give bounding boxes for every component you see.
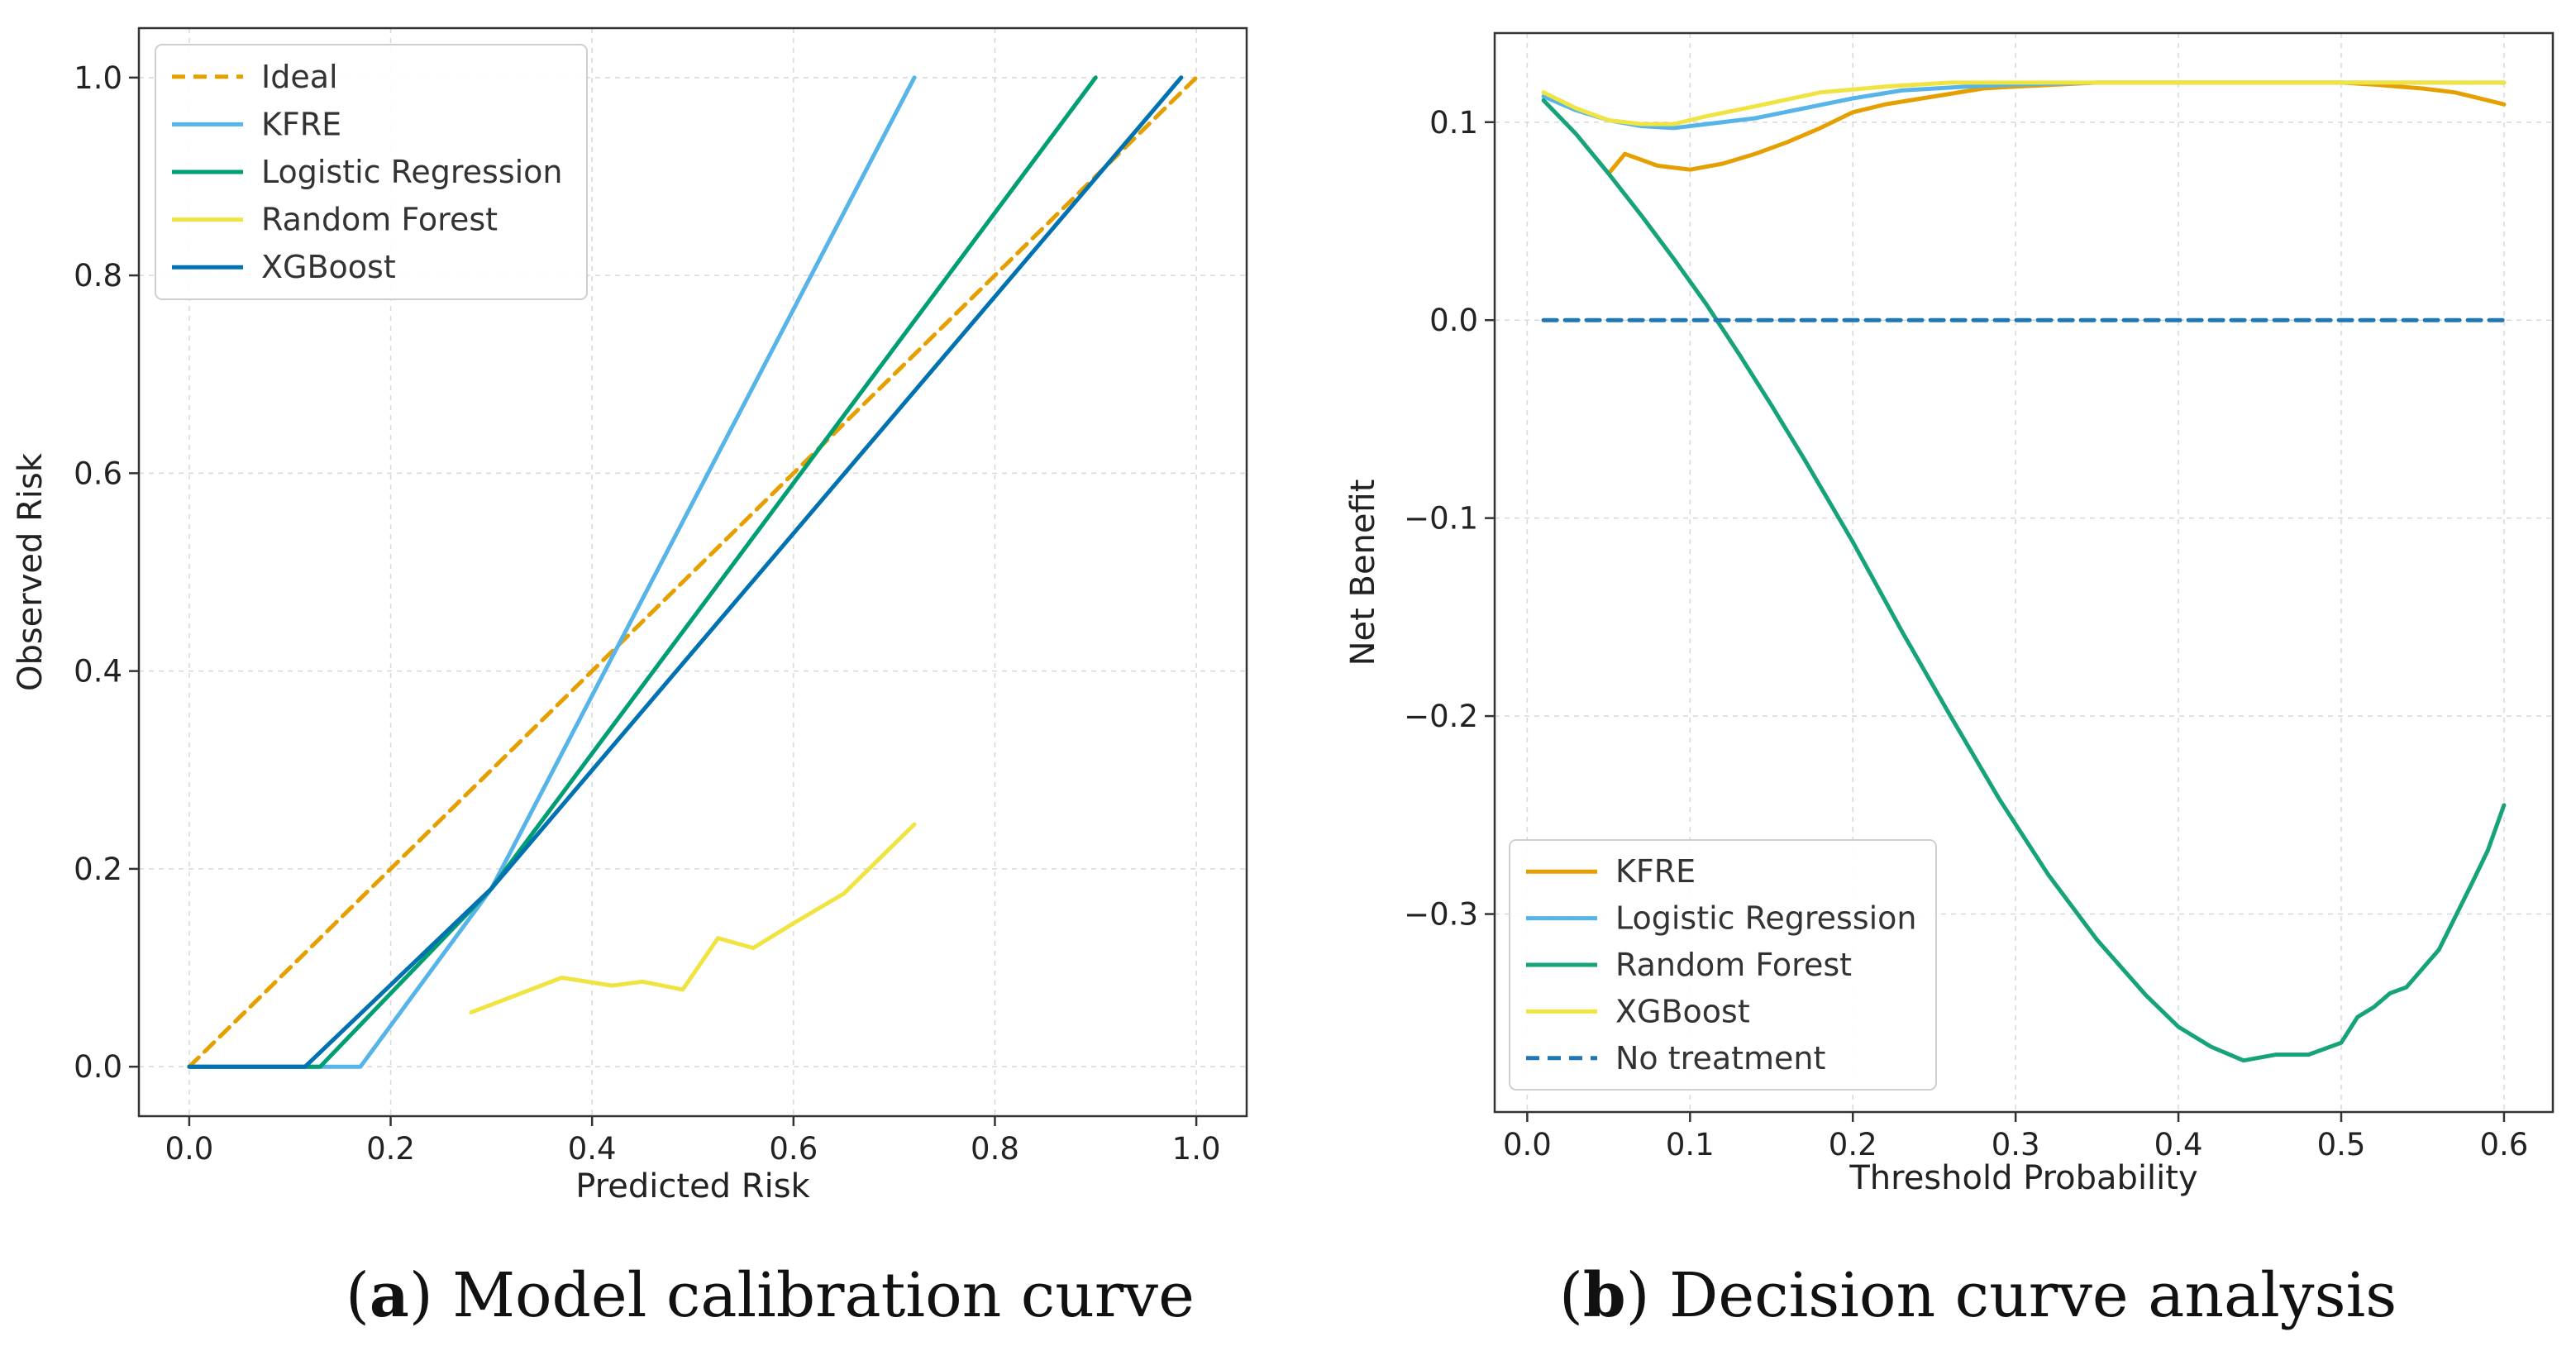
legend-label: Logistic Regression: [261, 154, 563, 190]
series-line-random-forest: [1541, 98, 2507, 1063]
grid-lines: [139, 28, 1247, 1116]
x-tick-label: 0.2: [366, 1131, 415, 1167]
caption-a-label: a: [370, 1260, 409, 1331]
legend-label: KFRE: [1615, 853, 1696, 890]
legend-label: Logistic Regression: [1615, 900, 1917, 937]
series-line-random-forest: [469, 822, 917, 1014]
decision-curve-chart: 0.0 0.1 0.2 0.3 0.4 0.5 0.6 0.1 0.0 −0.1 −0.2 −0.3 T…: [1344, 31, 2555, 1197]
x-tick-label: 0.8: [971, 1131, 1019, 1167]
caption-a: (a) Model calibration curve: [346, 1260, 1195, 1331]
y-tick-label: −0.1: [1404, 501, 1478, 537]
series-line-xgboost: [187, 75, 1184, 1069]
y-tick-label: −0.3: [1404, 897, 1478, 933]
legend-label: No treatment: [1615, 1040, 1825, 1076]
grid-lines: [1495, 33, 2553, 1112]
x-tick-label: 0.6: [2480, 1127, 2529, 1162]
figure-captions: (a) Model calibration curve (b) Decision…: [346, 1260, 2397, 1331]
series-line-kfre: [1606, 80, 2507, 176]
x-tick-label: 0.0: [1503, 1127, 1552, 1162]
y-tick-label: 0.1: [1429, 105, 1478, 141]
caption-a-text: Model calibration curve: [452, 1260, 1195, 1331]
calibration-chart: 0.0 0.2 0.4 0.6 0.8 1.0 0.0 0.2 0.4 0.6 0.8 1.0 Pred…: [12, 26, 1248, 1205]
plot-frame: [1493, 31, 2555, 1114]
caption-b-text: Decision curve analysis: [1669, 1260, 2397, 1331]
legend: KFRE Logistic Regression Random Forest XGBo…: [1509, 839, 1937, 1091]
y-axis-label: Net Benefit: [1344, 480, 1382, 666]
x-tick-label: 0.4: [2154, 1127, 2203, 1162]
x-tick-label: 0.5: [2317, 1127, 2366, 1162]
y-axis-label: Observed Risk: [12, 452, 50, 691]
legend: Ideal KFRE Logistic Regression Random Fores…: [155, 44, 588, 300]
series-line-xgboost: [1541, 80, 2507, 126]
legend-frame: [1509, 839, 1937, 1091]
legend-label: XGBoost: [1615, 993, 1750, 1029]
x-tick-label: 0.2: [1829, 1127, 1877, 1162]
y-tick-label: 0.4: [74, 654, 122, 690]
x-tick-label: 0.6: [769, 1131, 818, 1167]
legend-label: Ideal: [261, 59, 338, 95]
x-tick-label: 0.0: [165, 1131, 213, 1167]
plot-frame: [137, 26, 1248, 1118]
y-tick-label: 0.2: [74, 852, 122, 887]
series-line-ideal: [187, 75, 1199, 1069]
legend-frame: [155, 44, 588, 300]
x-axis-label: Threshold Probability: [1849, 1159, 2197, 1197]
y-tick-label: 1.0: [74, 60, 122, 96]
legend-label: Random Forest: [1615, 947, 1852, 983]
legend-label: Random Forest: [261, 202, 498, 238]
caption-b: (b) Decision curve analysis: [1559, 1260, 2397, 1331]
x-axis-label: Predicted Risk: [575, 1167, 810, 1205]
y-tick-label: 0.0: [74, 1049, 122, 1085]
legend-label: KFRE: [261, 106, 341, 142]
caption-b-label: b: [1583, 1260, 1626, 1331]
y-tick-label: 0.6: [74, 456, 122, 491]
y-tick-label: −0.2: [1404, 699, 1478, 734]
x-tick-label: 0.1: [1666, 1127, 1715, 1162]
legend-label: XGBoost: [261, 249, 396, 285]
x-tick-label: 1.0: [1172, 1131, 1221, 1167]
y-tick-label: 0.0: [1429, 303, 1478, 338]
x-tick-label: 0.4: [568, 1131, 617, 1167]
x-tick-label: 0.3: [1992, 1127, 2040, 1162]
y-tick-label: 0.8: [74, 258, 122, 294]
